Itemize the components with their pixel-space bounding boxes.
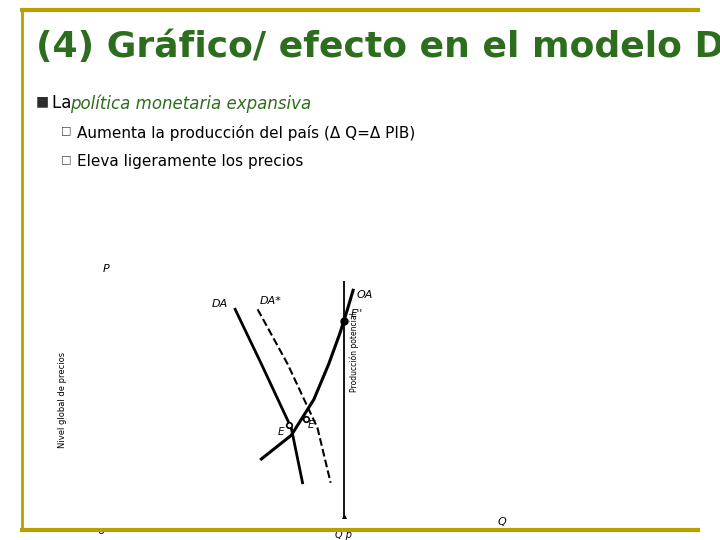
Text: política monetaria expansiva: política monetaria expansiva bbox=[70, 94, 311, 113]
Text: E'': E'' bbox=[351, 309, 364, 319]
Text: Eleva ligeramente los precios: Eleva ligeramente los precios bbox=[77, 154, 303, 169]
Text: o: o bbox=[97, 525, 104, 536]
Text: DA: DA bbox=[212, 299, 228, 309]
Text: La: La bbox=[52, 94, 76, 112]
Text: ■: ■ bbox=[36, 94, 49, 109]
Text: □: □ bbox=[61, 125, 72, 136]
Text: Q: Q bbox=[498, 517, 506, 527]
Text: DA*: DA* bbox=[259, 296, 282, 306]
Text: Nivel global de precios: Nivel global de precios bbox=[58, 352, 68, 448]
Text: (4) Gráfico/ efecto en el modelo DA-OA: (4) Gráfico/ efecto en el modelo DA-OA bbox=[36, 30, 720, 64]
Text: OA: OA bbox=[357, 290, 373, 300]
Text: E: E bbox=[277, 427, 284, 437]
Text: Producción potencial: Producción potencial bbox=[349, 312, 359, 392]
Text: □: □ bbox=[61, 154, 72, 164]
Text: Q p: Q p bbox=[336, 530, 352, 540]
Text: Aumenta la producción del país (Δ Q=Δ PIB): Aumenta la producción del país (Δ Q=Δ PI… bbox=[77, 125, 415, 141]
Text: E': E' bbox=[308, 420, 318, 430]
Text: P: P bbox=[103, 264, 109, 274]
